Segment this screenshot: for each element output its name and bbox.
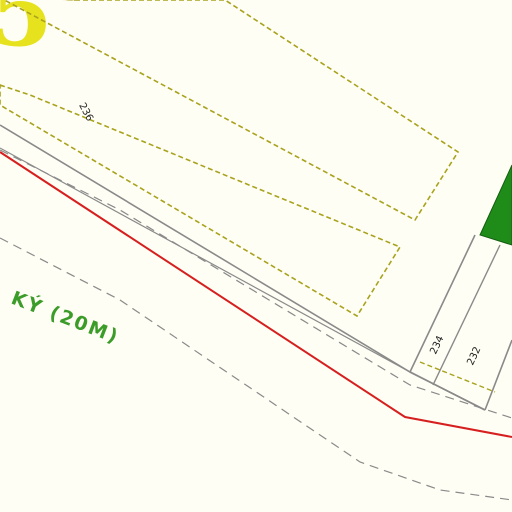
road-centerline-dashed — [0, 149, 512, 419]
road-edge-upper-inner — [0, 147, 411, 373]
red-boundary-line — [0, 151, 512, 438]
block-number-label: 5 — [0, 0, 53, 67]
parcel-outline-lower — [0, 84, 402, 318]
parcel-234-label-group: 234 — [428, 334, 446, 356]
road-far-edge-dashed — [0, 237, 512, 501]
lot-setback-dashed — [419, 361, 496, 393]
road-label-group: KÝ (20M) — [8, 285, 123, 348]
parcel-232-label: 232 — [465, 345, 483, 367]
green-area — [479, 164, 512, 246]
lot-line-1 — [409, 234, 476, 373]
parcel-232-label-group: 232 — [465, 345, 483, 367]
parcel-outline-upper — [2, 0, 460, 222]
parcel-234-label: 234 — [428, 334, 446, 356]
lot-line-2 — [432, 244, 501, 386]
road-name-label: KÝ (20M) — [8, 285, 123, 348]
lot-line-3 — [484, 339, 512, 411]
lot-line-bottom — [409, 371, 486, 411]
